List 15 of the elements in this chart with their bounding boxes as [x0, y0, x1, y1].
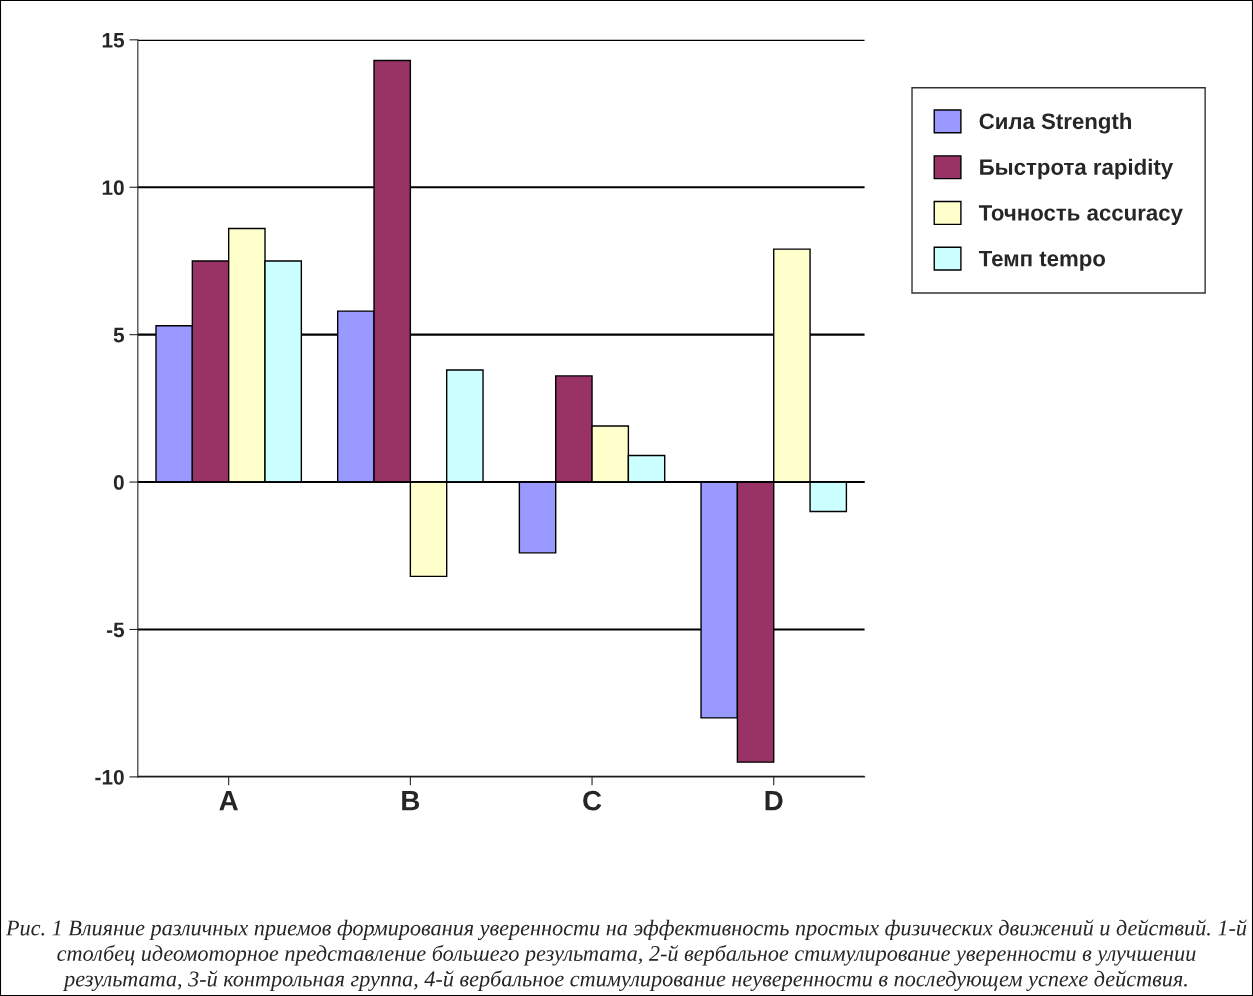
legend-label: Сила Strength	[979, 112, 1132, 134]
y-tick-label: 10	[102, 180, 124, 195]
y-tick-label: -10	[95, 769, 124, 785]
x-tick-label: A	[219, 791, 238, 811]
legend-label: Быстрота rapidity	[980, 158, 1174, 180]
legend-label: Темп tempo	[978, 250, 1106, 271]
y-tick-label: 0	[113, 475, 124, 490]
y-tick-label: 15	[102, 33, 125, 48]
legend-label: Точность accuracy	[978, 205, 1183, 226]
text: Рис. 1 Влияние различных приемов формирования уверенности на эффективность простых физических движений и действий. 1-й столбец идеомоторное представление большего результата, 2-й вербальное стимулирование уверенности в улучшении результата, 3-й контрольная группа, 4-й вербальное стимулирование неуверенности в последующем успехе действия.	[5, 919, 1247, 992]
x-tick-label: D	[765, 791, 783, 811]
x-tick-label: B	[402, 791, 420, 811]
y-tick-label: -5	[106, 622, 125, 638]
y-tick-label: 5	[113, 327, 125, 343]
x-tick-label: C	[583, 790, 602, 811]
